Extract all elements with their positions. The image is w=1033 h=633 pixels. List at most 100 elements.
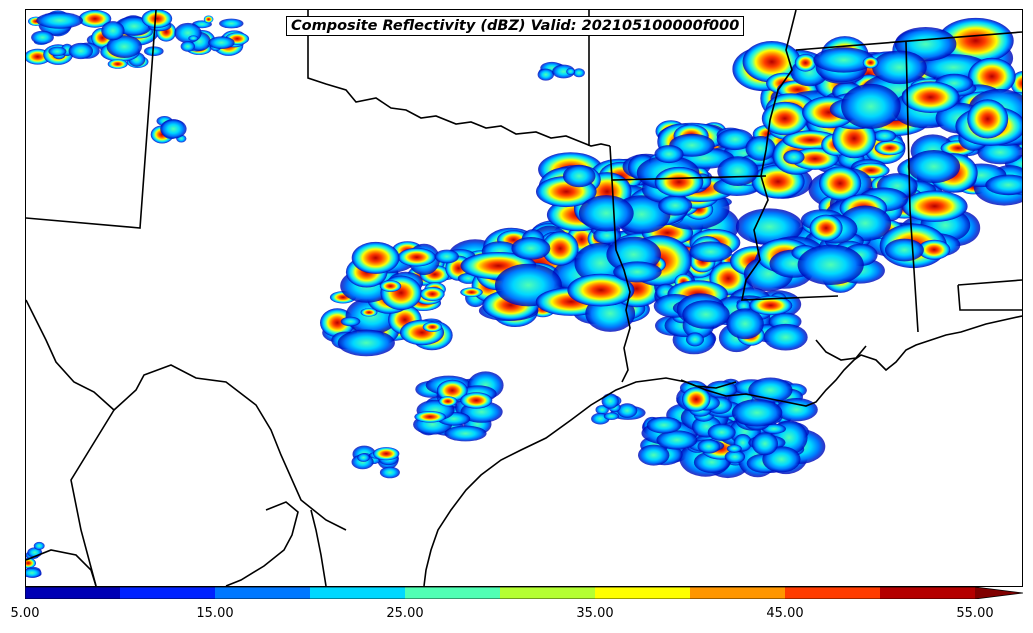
precip-cell	[697, 439, 721, 454]
precip-cell	[794, 54, 817, 72]
precip-cell	[601, 393, 619, 409]
colorbar-segment	[690, 587, 786, 599]
gulf-coastline	[423, 315, 1022, 586]
tn-border	[795, 31, 1022, 51]
precip-cell	[397, 247, 436, 267]
precip-cell	[745, 136, 776, 161]
precip-cell	[562, 164, 596, 188]
precip-cell	[646, 416, 682, 434]
precip-cell	[337, 329, 395, 357]
precip-cell	[180, 41, 195, 52]
precip-cell	[907, 150, 961, 183]
precip-cell	[36, 12, 83, 29]
precip-cell	[613, 261, 662, 283]
precip-cell	[917, 239, 951, 260]
colorbar-tick-label: 15.00	[196, 606, 234, 621]
precip-cell	[874, 140, 905, 156]
precip-cell	[656, 430, 698, 450]
precip-cell	[160, 119, 187, 139]
precip-cell	[937, 17, 1014, 64]
precip-cell	[541, 231, 579, 266]
precip-cell	[819, 166, 862, 201]
precip-cell	[617, 403, 638, 418]
precip-cell	[797, 244, 864, 285]
precip-cell	[141, 10, 173, 29]
ms-al-border	[905, 41, 919, 333]
precip-cell	[682, 387, 711, 412]
precip-cell	[593, 226, 621, 245]
precip-cell	[706, 380, 738, 399]
precip-cell	[654, 166, 704, 198]
colorbar-tick-label: 25.00	[386, 606, 424, 621]
precip-cell	[379, 280, 402, 292]
colorbar-tick-label: 5.00	[10, 606, 40, 621]
precip-cell	[188, 35, 199, 41]
precip-cell	[682, 300, 730, 329]
colorbar-segment	[310, 587, 406, 599]
precip-cell	[26, 568, 42, 578]
precip-cell	[977, 140, 1022, 165]
precip-cell	[511, 237, 551, 260]
precip-cell	[809, 214, 843, 242]
colorbar-tick-label: 45.00	[766, 606, 804, 621]
colorbar-segment	[785, 587, 881, 599]
precip-cell	[436, 379, 468, 402]
precip-cell	[716, 128, 754, 151]
precip-cell	[841, 83, 901, 129]
precip-cell	[380, 275, 422, 311]
precip-cell	[654, 145, 684, 164]
precip-cell	[813, 47, 875, 73]
precip-cell	[26, 557, 36, 569]
colorbar-tick-label: 55.00	[956, 606, 994, 621]
precip-cell	[460, 392, 493, 409]
colorbar-extend-arrow	[975, 587, 1023, 599]
precip-cell	[144, 46, 164, 56]
precip-cell	[379, 466, 400, 479]
precip-cell	[707, 423, 736, 441]
precip-cell	[78, 10, 112, 28]
precip-cell	[578, 195, 634, 232]
precip-cell	[460, 287, 483, 298]
precip-cell	[862, 56, 879, 69]
colorbar-segment	[500, 587, 596, 599]
precip-cell	[438, 396, 458, 407]
precip-cell	[717, 156, 759, 187]
colorbar	[25, 587, 1023, 599]
precip-cell	[763, 323, 808, 351]
mississippi-river-border	[741, 10, 839, 301]
reflectivity-map: Composite Reflectivity (dBZ) Valid: 2021…	[25, 9, 1023, 587]
precip-cell	[749, 295, 793, 316]
precip-cell	[434, 249, 459, 264]
map-canvas	[26, 10, 1022, 586]
precip-cell	[726, 308, 764, 340]
precip-cell	[567, 273, 635, 307]
precip-cell	[444, 425, 487, 442]
precip-cell	[901, 190, 968, 222]
precip-cell	[48, 46, 67, 57]
precipitation-layer	[26, 10, 1022, 578]
precip-cell	[101, 21, 125, 41]
mexico-south-border	[26, 549, 97, 586]
colorbar-segment	[595, 587, 691, 599]
colorbar-outline	[25, 587, 1023, 599]
precip-cell	[724, 450, 746, 464]
precip-cell	[967, 99, 1009, 139]
precip-cell	[203, 15, 214, 24]
precip-cell	[373, 447, 400, 461]
precip-cell	[751, 432, 779, 456]
red-river-border	[307, 10, 611, 147]
precip-cell	[689, 241, 733, 263]
precip-cell	[985, 174, 1022, 196]
precip-cell	[414, 411, 446, 423]
precip-cell	[31, 30, 54, 45]
precip-cell	[658, 195, 693, 216]
precip-cell	[219, 18, 244, 29]
colorbar-segment	[405, 587, 501, 599]
precip-cell	[735, 208, 804, 245]
fl-border	[957, 279, 1022, 311]
precip-cell	[726, 444, 742, 453]
precip-cell	[420, 287, 445, 301]
colorbar-tick-label: 35.00	[576, 606, 614, 621]
precip-cell	[731, 399, 783, 427]
map-title: Composite Reflectivity (dBZ) Valid: 2021…	[286, 16, 745, 36]
